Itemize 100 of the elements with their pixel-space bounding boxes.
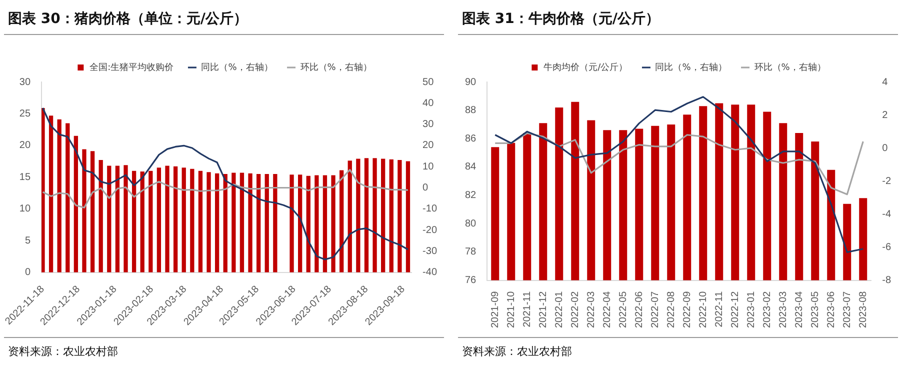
y2-tick-label: 10 <box>422 161 434 172</box>
bar <box>82 149 86 272</box>
bar <box>148 170 153 272</box>
bar <box>66 123 70 272</box>
x-tick-label: 2021-11 <box>522 290 533 328</box>
y-tick-label: 25 <box>19 108 31 120</box>
bar <box>381 158 386 272</box>
bar <box>398 160 402 272</box>
bar <box>372 158 377 272</box>
x-tick-label: 2023-04 <box>794 290 805 328</box>
y2-tick-label: -40 <box>422 267 438 278</box>
y-tick-label: 90 <box>465 76 477 88</box>
legend-label: 同比（%，右轴） <box>201 62 273 73</box>
y2-tick-label: 20 <box>422 140 434 152</box>
bar <box>214 173 220 272</box>
x-tick-label: 2022-04 <box>602 290 613 328</box>
x-tick-label: 2022-07 <box>650 290 661 328</box>
legend-label: 同比（%，右轴） <box>655 62 727 73</box>
chart-title: 图表 31：牛肉价格（元/公斤） <box>458 0 898 35</box>
y2-tick-label: -10 <box>422 204 438 215</box>
y2-tick-label: -4 <box>882 208 892 220</box>
x-tick-label: 2022-08 <box>666 290 677 328</box>
bar <box>140 171 144 272</box>
y-tick-label: 78 <box>465 246 477 258</box>
y2-tick-label: 4 <box>882 76 888 88</box>
x-tick-label: 2022-05 <box>618 290 629 328</box>
y-tick-label: 5 <box>24 235 31 246</box>
y2-tick-label: -2 <box>882 176 892 187</box>
bar <box>57 119 62 272</box>
y-tick-label: 86 <box>465 133 477 144</box>
x-tick-label: 2023-06 <box>826 290 837 328</box>
legend-label: 环比（%，右轴） <box>300 62 372 73</box>
bar <box>298 174 302 272</box>
y2-tick-label: 2 <box>882 110 888 121</box>
bar <box>240 172 244 272</box>
bar <box>290 174 294 272</box>
bar <box>107 166 112 272</box>
y2-tick-label: 0 <box>422 182 429 194</box>
text: 资料来源：农业农村部 <box>458 337 898 359</box>
y2-tick-label: -8 <box>882 275 892 286</box>
bar <box>132 170 136 272</box>
bar <box>248 173 252 272</box>
text: 资料来源：农业农村部 <box>4 337 444 359</box>
x-tick-label: 2022-01 <box>554 290 565 328</box>
y-tick-label: 20 <box>19 140 31 152</box>
bar <box>356 158 360 272</box>
bar <box>165 166 170 272</box>
bar <box>331 175 336 272</box>
y2-tick-label: -30 <box>422 246 438 257</box>
bar <box>264 174 269 272</box>
y-tick-label: 76 <box>465 275 477 286</box>
x-tick-label: 2023-02 <box>762 290 773 328</box>
bar <box>48 116 54 272</box>
bar <box>406 161 410 272</box>
bar <box>314 175 319 272</box>
y-tick-label: 88 <box>465 105 477 116</box>
bar <box>98 160 103 272</box>
bar <box>364 158 369 272</box>
y-tick-label: 15 <box>19 172 31 183</box>
y-tick-label: 80 <box>465 218 477 230</box>
bar <box>256 174 261 272</box>
x-tick-label: 2022-09 <box>682 290 693 328</box>
x-tick-label: 2023-05 <box>810 290 821 328</box>
x-tick-label: 2021-12 <box>538 290 549 328</box>
x-tick-label: 2022-03 <box>586 290 597 328</box>
bar <box>340 170 344 272</box>
x-tick-label: 2022-10 <box>698 290 709 328</box>
bar <box>74 136 78 272</box>
x-tick-label: 2022-02 <box>570 290 581 328</box>
x-tick-label: 2021-09 <box>490 290 501 328</box>
chart-title: 图表 30：猪肉价格（单位：元/公斤） <box>4 0 444 35</box>
x-tick-label: 2021-10 <box>506 290 517 328</box>
bar <box>173 166 178 272</box>
legend-label: 牛肉均价（元/公斤） <box>544 62 628 73</box>
x-tick-label: 2022-12 <box>730 290 741 328</box>
y2-tick-label: 0 <box>882 142 888 154</box>
bar <box>206 172 211 272</box>
x-tick-label: 2023-03 <box>778 290 789 328</box>
y2-tick-label: -20 <box>422 224 438 236</box>
y2-tick-label: 30 <box>422 119 434 130</box>
y-tick-label: 0 <box>24 267 31 278</box>
y-tick-label: 84 <box>465 162 477 173</box>
bar <box>182 168 186 272</box>
legend-label: 环比（%，右轴） <box>754 62 826 73</box>
bar <box>124 165 128 272</box>
bar <box>348 160 352 272</box>
bar <box>306 176 310 272</box>
bar <box>156 168 162 272</box>
x-tick-label: 2023-01 <box>746 290 757 328</box>
bar <box>90 151 95 272</box>
y2-tick-label: 40 <box>422 98 434 109</box>
bar <box>232 172 236 272</box>
y2-tick-label: 50 <box>422 76 434 88</box>
x-tick-label: 2022-06 <box>634 290 645 328</box>
bar <box>322 175 328 272</box>
bar <box>223 174 228 272</box>
bar <box>115 166 120 272</box>
y-tick-label: 10 <box>19 204 31 215</box>
legend-label: 全国:生猪平均收购价 <box>90 62 174 73</box>
x-tick-label: 2023-07 <box>842 290 853 328</box>
